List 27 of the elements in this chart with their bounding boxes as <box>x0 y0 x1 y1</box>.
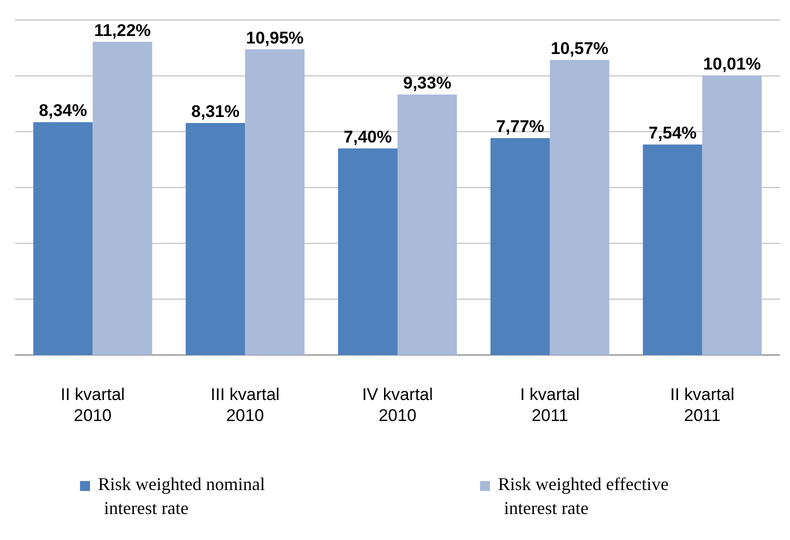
data-label: 7,40% <box>344 127 392 146</box>
bar <box>642 144 702 355</box>
x-tick-label: I kvartal 2011 <box>520 385 580 425</box>
bar <box>33 122 93 355</box>
data-label: 11,22% <box>94 20 151 40</box>
data-label: 10,95% <box>246 28 304 48</box>
data-label: 7,54% <box>648 124 697 143</box>
data-label: 7,77% <box>496 117 544 136</box>
x-tick-label: III kvartal 2010 <box>210 385 280 425</box>
bar <box>338 148 398 355</box>
data-label: 9,33% <box>403 74 452 93</box>
bar <box>550 60 610 355</box>
x-tick-label: II kvartal 2010 <box>60 385 125 425</box>
bar <box>92 42 152 355</box>
bar <box>245 49 305 355</box>
bar <box>702 76 762 355</box>
legend-label: Risk weighted effective interest rate <box>498 474 669 518</box>
bar <box>186 123 246 355</box>
data-label: 10,01% <box>703 54 761 74</box>
data-label: 8,31% <box>191 102 240 122</box>
x-tick-label: IV kvartal 2010 <box>362 385 433 425</box>
data-label: 10,57% <box>550 38 608 58</box>
legend-label: Risk weighted nominal interest rate <box>98 474 265 518</box>
bar <box>398 94 457 355</box>
bar <box>490 138 550 355</box>
data-label: 8,34% <box>38 101 88 120</box>
x-tick-label: II kvartal 2011 <box>670 385 734 425</box>
